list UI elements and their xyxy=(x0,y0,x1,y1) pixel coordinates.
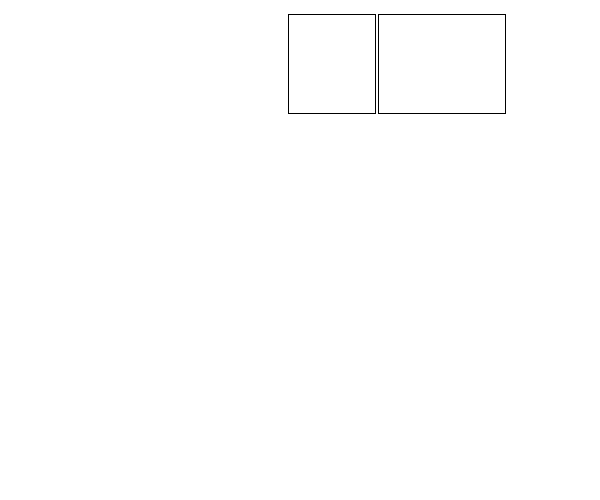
surface-panel xyxy=(378,14,506,114)
x-axis-title xyxy=(197,483,209,500)
legend-box xyxy=(288,14,376,114)
